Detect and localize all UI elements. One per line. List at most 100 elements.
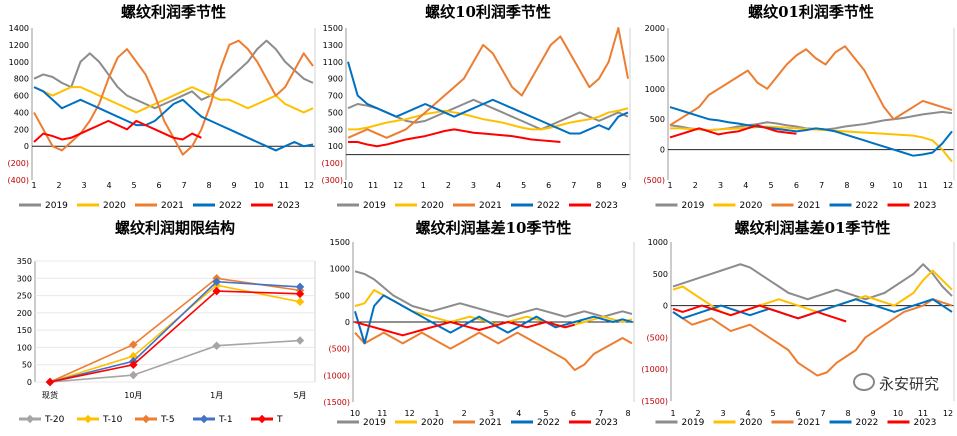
y-tick-label: 1500 — [323, 24, 343, 33]
series-line — [347, 61, 629, 135]
y-tick-label: (1000) — [323, 371, 350, 380]
chart-svg: 螺纹利润期限结构 350 300 250 200 150 100 50 0 现货 10月 1月 5月 T-… — [17, 219, 316, 425]
x-tick-label: 8 — [845, 409, 850, 418]
x-tick-label: 12 — [405, 409, 415, 418]
x-tick-label: 10 — [892, 181, 902, 190]
x-tick-label: 8 — [596, 181, 601, 190]
y-tick-label: 900 — [328, 75, 343, 84]
x-tick-label: 4 — [745, 409, 750, 418]
legend-label: T-20 — [44, 415, 65, 425]
y-tick-label: 0 — [24, 142, 29, 151]
legend-label: T-5 — [160, 415, 175, 425]
series-line — [49, 290, 301, 383]
legend-label: T-10 — [102, 415, 123, 425]
x-tick-label: 3 — [471, 181, 476, 190]
x-tick-label: 10月 — [124, 391, 142, 400]
legend-label: 2019 — [682, 418, 705, 428]
legend-label: 2020 — [740, 201, 763, 211]
x-tick-label: 5 — [131, 181, 136, 190]
series-line — [672, 263, 953, 301]
legend-marker — [141, 414, 151, 424]
x-tick-label: 1 — [434, 409, 439, 418]
chart-svg: 螺纹利润基差10季节性 1500 1000 500 0 (500) (1000) (1500)… — [323, 219, 635, 428]
y-tick-label: 1000 — [645, 85, 665, 94]
legend-label: 2021 — [479, 418, 502, 428]
chart-title: 螺纹01利润季节性 — [748, 3, 874, 21]
series-line — [672, 298, 953, 377]
x-tick-label: 4 — [743, 181, 748, 190]
x-tick-label: 10 — [893, 409, 903, 418]
x-tick-label: 2 — [693, 181, 698, 190]
x-tick-label: 11 — [918, 181, 928, 190]
chart-title: 螺纹10利润季节性 — [425, 3, 551, 21]
x-tick-label: 3 — [720, 409, 725, 418]
series-line — [672, 304, 847, 323]
y-tick-label: 100 — [328, 142, 343, 151]
legend-label: 2023 — [914, 418, 937, 428]
data-point — [129, 340, 138, 349]
x-tick-label: 3 — [718, 181, 723, 190]
x-tick-label: 2 — [695, 409, 700, 418]
y-tick-label: 0 — [27, 378, 32, 387]
x-tick-label: 3 — [489, 409, 494, 418]
y-tick-label: 1500 — [645, 54, 665, 63]
series-line — [49, 339, 301, 383]
legend-label: 2020 — [103, 201, 126, 211]
legend-label: 2022 — [219, 201, 242, 211]
series-line — [669, 124, 797, 139]
x-tick-label: 12 — [393, 181, 403, 190]
x-tick-label: 9 — [621, 181, 626, 190]
chart-profit-seasonal: 螺纹利润季节性 1400 1200 1000 800 600 400 200 0 (200) (40… — [0, 0, 320, 216]
data-point — [45, 377, 55, 387]
x-tick-label: 10 — [343, 181, 353, 190]
legend-label: 2020 — [421, 201, 444, 211]
x-tick-label: 9 — [231, 181, 236, 190]
x-tick-label: 11 — [377, 409, 387, 418]
x-tick-label: 8 — [625, 409, 630, 418]
y-tick-label: 100 — [17, 343, 32, 352]
y-tick-label: 350 — [17, 257, 32, 266]
y-tick-label: 1000 — [330, 265, 350, 274]
x-tick-label: 12 — [943, 409, 953, 418]
y-tick-label: 1000 — [648, 238, 668, 247]
legend-label: 2021 — [798, 201, 821, 211]
series-line — [669, 106, 953, 157]
legend-marker — [199, 414, 209, 424]
x-tick-label: 6 — [794, 181, 799, 190]
legend-label: 2021 — [479, 201, 502, 211]
y-tick-label: 0 — [660, 146, 665, 155]
y-tick-label: (500) — [643, 176, 665, 185]
x-tick-label: 9 — [870, 181, 875, 190]
series-line — [669, 45, 953, 127]
y-tick-label: (300) — [321, 176, 343, 185]
x-tick-label: 5 — [769, 181, 774, 190]
y-tick-label: (1000) — [641, 365, 668, 374]
x-tick-label: 1 — [667, 181, 672, 190]
data-point — [295, 336, 305, 345]
data-point — [212, 277, 221, 286]
y-tick-label: (1500) — [323, 398, 350, 407]
legend-label: T — [276, 415, 283, 425]
legend-label: 2019 — [363, 418, 386, 428]
y-tick-label: 1300 — [323, 41, 343, 50]
legend-label: 2022 — [537, 418, 560, 428]
series-line — [33, 86, 314, 114]
y-tick-label: (200) — [7, 159, 29, 168]
x-tick-label: 4 — [496, 181, 501, 190]
y-tick-label: 500 — [653, 270, 668, 279]
chart-title: 螺纹利润基差10季节性 — [416, 219, 572, 237]
chart-svg: 螺纹利润季节性 1400 1200 1000 800 600 400 200 0 (200) (40… — [7, 3, 316, 211]
series-line — [49, 284, 301, 383]
x-tick-label: 1月 — [210, 391, 223, 400]
y-tick-label: 0 — [345, 318, 350, 327]
chart-profit-term-structure: 螺纹利润期限结构 350 300 250 200 150 100 50 0 现货 10月 1月 5月 T-… — [0, 216, 320, 432]
x-tick-label: 12 — [943, 181, 953, 190]
y-tick-label: (1500) — [641, 397, 668, 406]
x-tick-label: 1 — [421, 181, 426, 190]
x-tick-label: 3 — [81, 181, 86, 190]
x-tick-label: 12 — [304, 181, 314, 190]
x-tick-label: 2 — [446, 181, 451, 190]
x-tick-label: 7 — [181, 181, 186, 190]
